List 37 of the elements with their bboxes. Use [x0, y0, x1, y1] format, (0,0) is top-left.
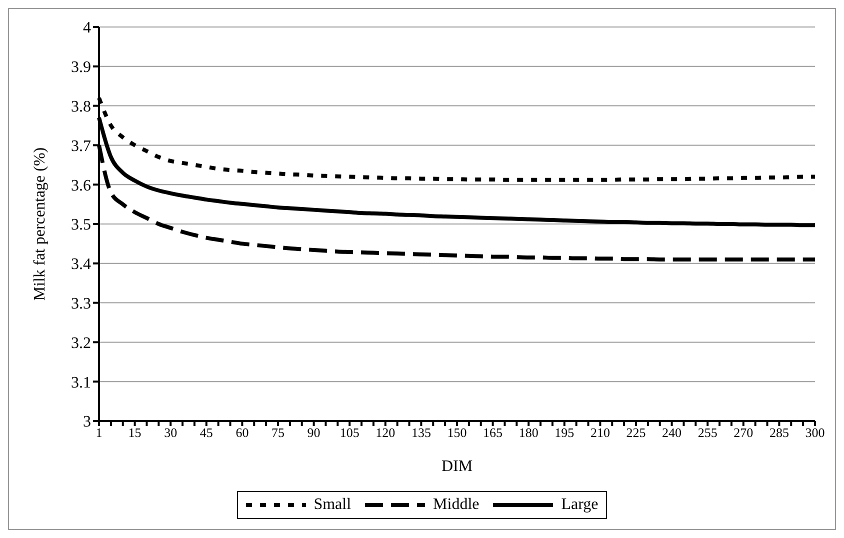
y-axis-title: Milk fat percentage (%) [32, 147, 49, 301]
x-tick-label: 165 [483, 425, 503, 440]
x-tick-label: 1 [96, 425, 102, 440]
y-tick-label: 3.3 [71, 295, 91, 312]
legend-label: Small [314, 496, 352, 514]
x-tick-label: 15 [128, 425, 142, 440]
x-tick-label: 225 [626, 425, 646, 440]
x-tick-label: 300 [805, 425, 825, 440]
x-axis-title: DIM [441, 458, 473, 475]
x-tick-label: 120 [376, 425, 396, 440]
x-tick-label: 30 [164, 425, 178, 440]
y-tick-label: 3.7 [71, 138, 91, 155]
x-tick-label: 240 [662, 425, 682, 440]
y-tick-label: 3.4 [71, 256, 91, 274]
x-tick-label: 75 [272, 425, 284, 440]
y-tick-label: 3.2 [71, 334, 91, 352]
y-tick-label: 3.8 [71, 98, 91, 116]
x-tick-label: 285 [769, 425, 789, 440]
x-tick-label: 60 [236, 425, 249, 440]
x-tick-label: 210 [590, 425, 610, 440]
legend-label: Large [561, 496, 598, 514]
y-tick-label: 4 [83, 20, 91, 37]
x-tick-label: 150 [447, 425, 467, 440]
y-tick-label: 3.9 [71, 59, 91, 76]
x-tick-label: 135 [411, 425, 431, 440]
x-tick-label: 255 [698, 425, 718, 440]
x-tick-label: 90 [307, 425, 320, 440]
x-tick-label: 105 [340, 425, 360, 440]
y-tick-label: 3.6 [71, 177, 91, 194]
y-tick-label: 3.1 [71, 374, 91, 392]
legend-label: Middle [433, 496, 480, 514]
x-tick-label: 270 [734, 425, 754, 440]
x-tick-label: 195 [554, 425, 574, 440]
y-tick-label: 3.5 [71, 216, 91, 234]
y-tick-label: 3 [83, 414, 91, 431]
x-tick-label: 45 [200, 425, 213, 440]
x-tick-label: 180 [518, 425, 538, 440]
